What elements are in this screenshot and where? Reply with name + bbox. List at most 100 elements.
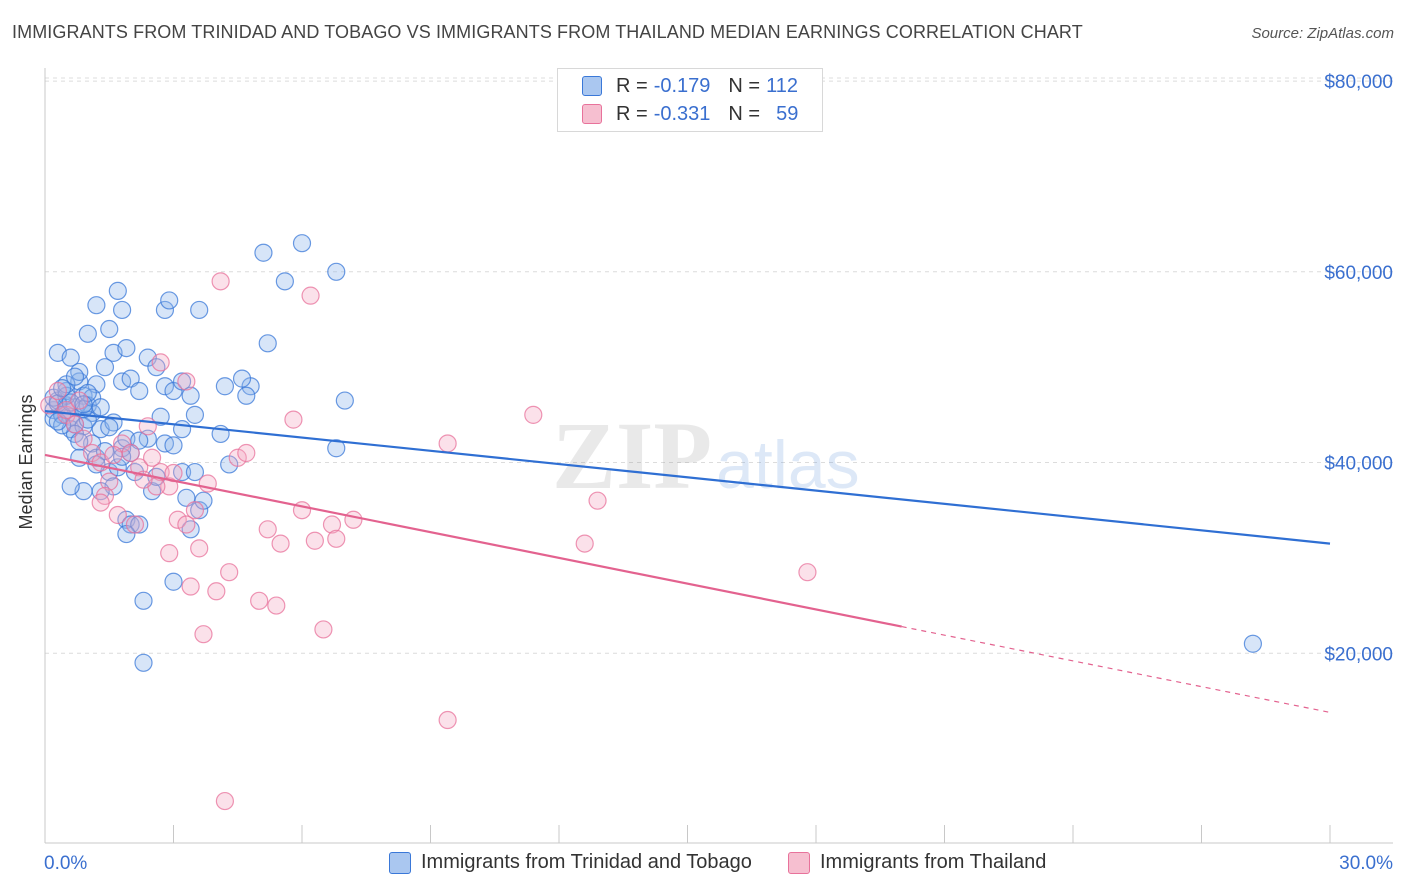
watermark-atlas: atlas xyxy=(716,427,860,503)
point-trinidad xyxy=(151,407,170,426)
point-thailand xyxy=(177,515,196,534)
point-trinidad xyxy=(190,300,209,320)
point-thailand xyxy=(267,596,286,615)
point-trinidad xyxy=(1243,634,1263,653)
point-thailand xyxy=(305,531,324,550)
point-thailand xyxy=(194,625,213,644)
point-thailand xyxy=(168,510,187,529)
point-trinidad xyxy=(95,358,115,377)
legend-r-label: R = xyxy=(616,74,648,97)
trend-line-thailand xyxy=(44,453,902,628)
legend-row-thailand: R = -0.331 N = 59 xyxy=(582,101,798,127)
y-tick-label: $20,000 xyxy=(1324,644,1393,665)
point-trinidad xyxy=(177,488,196,507)
point-trinidad xyxy=(91,398,110,417)
point-thailand xyxy=(524,405,543,424)
point-thailand xyxy=(271,534,290,553)
point-trinidad xyxy=(65,367,85,386)
point-trinidad xyxy=(215,377,234,396)
point-trinidad xyxy=(164,436,183,455)
point-trinidad xyxy=(190,501,209,520)
point-thailand xyxy=(40,396,59,415)
point-thailand xyxy=(314,620,333,639)
point-thailand xyxy=(250,591,269,610)
point-thailand xyxy=(284,410,303,429)
point-thailand xyxy=(160,477,179,496)
point-thailand xyxy=(177,372,196,391)
point-thailand xyxy=(151,353,170,372)
point-trinidad xyxy=(130,515,149,534)
point-thailand xyxy=(142,448,162,467)
point-thailand xyxy=(185,501,205,520)
point-trinidad xyxy=(100,418,119,437)
point-trinidad xyxy=(121,369,140,388)
point-trinidad xyxy=(275,272,294,291)
point-trinidad xyxy=(108,281,127,300)
legend-n-value: 59 xyxy=(776,102,799,125)
point-trinidad xyxy=(117,338,136,358)
point-thailand xyxy=(160,544,179,563)
point-trinidad xyxy=(237,386,256,405)
point-thailand xyxy=(104,445,123,465)
source-label: Source: ZipAtlas.com xyxy=(1251,25,1394,42)
trend-line-trinidad xyxy=(44,409,1331,545)
point-thailand xyxy=(438,434,457,453)
point-thailand xyxy=(215,791,234,811)
chart-title: IMMIGRANTS FROM TRINIDAD AND TOBAGO VS I… xyxy=(12,22,1083,42)
point-trinidad xyxy=(292,234,312,253)
point-trinidad xyxy=(100,319,119,339)
point-thailand xyxy=(228,448,247,467)
y-tick-label: $80,000 xyxy=(1324,72,1393,93)
point-trinidad xyxy=(258,334,277,353)
legend-n-value: 112 xyxy=(766,74,798,97)
point-thailand xyxy=(301,286,320,305)
y-tick-label: $60,000 xyxy=(1324,263,1393,284)
point-thailand xyxy=(207,582,226,601)
watermark: ZIP atlas xyxy=(552,402,860,509)
point-thailand xyxy=(327,529,346,548)
legend-swatch-blue xyxy=(389,851,411,874)
legend-r-value: -0.331 xyxy=(653,102,711,125)
point-trinidad xyxy=(172,420,192,439)
point-thailand xyxy=(91,493,110,512)
point-trinidad xyxy=(327,439,346,458)
point-trinidad xyxy=(181,386,200,405)
point-trinidad xyxy=(112,300,132,320)
series-legend-thailand: Immigrants from Thailand xyxy=(788,851,1046,874)
point-trinidad xyxy=(172,372,192,391)
y-tick-label: $40,000 xyxy=(1324,454,1393,475)
point-trinidad xyxy=(185,462,205,482)
x-tick-label: 30.0% xyxy=(1339,853,1393,874)
point-trinidad xyxy=(232,369,252,388)
data-points xyxy=(40,234,1263,811)
point-thailand xyxy=(798,563,817,582)
point-trinidad xyxy=(134,653,153,672)
point-trinidad xyxy=(155,377,175,396)
series-legend-label: Immigrants from Trinidad and Tobago xyxy=(421,851,752,873)
point-thailand xyxy=(258,520,277,539)
point-trinidad xyxy=(335,391,354,410)
legend-swatch-blue xyxy=(582,76,602,96)
point-thailand xyxy=(237,443,256,463)
point-thailand xyxy=(438,710,457,730)
point-thailand xyxy=(100,472,119,491)
point-thailand xyxy=(588,491,607,510)
series-legend-label: Immigrants from Thailand xyxy=(820,851,1047,873)
watermark-zip: ZIP xyxy=(552,402,712,509)
point-thailand xyxy=(190,539,209,558)
x-tick-label: 0.0% xyxy=(44,853,87,874)
point-trinidad xyxy=(160,291,179,310)
point-thailand xyxy=(181,577,200,596)
point-trinidad xyxy=(61,348,80,367)
point-trinidad xyxy=(155,300,175,320)
trend-lines xyxy=(44,409,1331,713)
tick-labels: $20,000 $40,000 $60,000 $80,000 0.0% 30.0% xyxy=(44,72,1393,874)
point-thailand xyxy=(108,505,127,525)
point-thailand xyxy=(322,515,342,534)
point-thailand xyxy=(74,429,93,448)
legend-swatch-pink xyxy=(582,104,602,124)
grid-lines xyxy=(45,77,1393,654)
point-trinidad xyxy=(254,243,273,262)
y-axis-label: Median Earnings xyxy=(16,394,36,529)
legend-swatch-pink xyxy=(788,851,810,874)
